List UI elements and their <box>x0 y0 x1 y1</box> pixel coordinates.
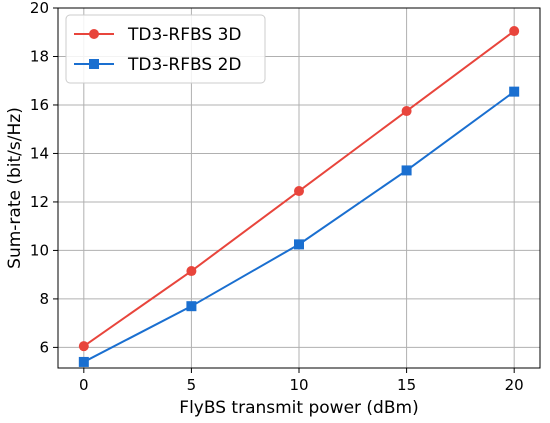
legend-label: TD3-RFBS 3D <box>127 25 241 45</box>
y-tick-label: 8 <box>39 290 49 308</box>
data-point <box>186 301 197 312</box>
legend-marker <box>89 29 99 39</box>
y-tick-label: 14 <box>30 144 49 162</box>
x-tick-label: 10 <box>289 376 308 394</box>
data-point <box>509 26 520 37</box>
legend-box <box>65 14 266 84</box>
data-point <box>294 239 304 250</box>
legend-item: TD3-RFBS 3D <box>74 25 241 45</box>
x-axis-label: FlyBS transmit power (dBm) <box>179 398 418 418</box>
x-tick-label: 0 <box>79 376 89 394</box>
x-tick-label: 15 <box>397 376 416 394</box>
legend-item: TD3-RFBS 2D <box>74 55 241 75</box>
y-tick-label: 10 <box>30 241 49 259</box>
y-tick-label: 20 <box>30 0 49 17</box>
data-point <box>78 356 89 367</box>
y-tick-label: 18 <box>30 47 49 65</box>
data-point <box>78 341 89 352</box>
series-1 <box>78 86 520 367</box>
x-tick-label: 20 <box>505 376 524 394</box>
legend: TD3-RFBS 3D TD3-RFBS 2D <box>65 14 266 84</box>
data-point <box>401 165 412 176</box>
y-axis-label: Sum-rate (bit/s/Hz) <box>5 107 25 269</box>
axis-ticks: 0 5 10 15 20 6 8 10 12 14 16 18 20 <box>30 0 524 394</box>
y-tick-label: 6 <box>39 338 49 356</box>
legend-marker <box>89 59 99 69</box>
series-0 <box>78 26 520 352</box>
data-point <box>401 106 412 117</box>
y-tick-label: 12 <box>30 193 49 211</box>
data-point <box>509 86 520 97</box>
data-point <box>294 186 304 197</box>
x-tick-label: 5 <box>187 376 197 394</box>
legend-label: TD3-RFBS 2D <box>127 55 241 75</box>
data-point <box>186 266 197 277</box>
series-layer <box>78 26 520 367</box>
y-tick-label: 16 <box>30 96 49 114</box>
